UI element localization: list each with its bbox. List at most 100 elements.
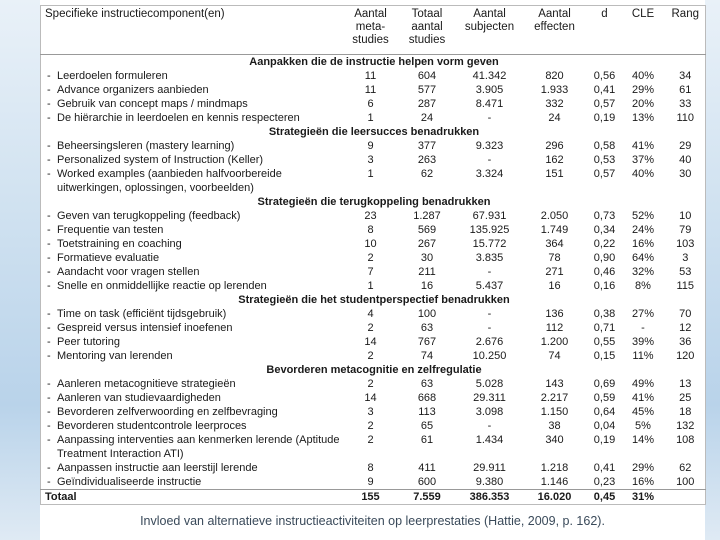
cell: 120 xyxy=(676,350,695,362)
cell: 62 xyxy=(679,462,692,474)
cell: 29 xyxy=(679,140,692,152)
cell: 40% xyxy=(631,70,655,82)
cell: 20% xyxy=(631,98,655,110)
cell: 0,19 xyxy=(593,112,616,124)
cell: 24 xyxy=(548,112,561,124)
cell: 16 xyxy=(548,280,561,292)
cell: 0,19 xyxy=(593,434,616,446)
cell: 10 xyxy=(679,210,692,222)
data-row: Leerdoelen formuleren 11 604 41.342 820 0,56 4… xyxy=(41,69,706,83)
cell: 5.028 xyxy=(475,378,504,390)
caption: Invloed van alternatieve instructieactiv… xyxy=(140,514,605,528)
section-title: Strategieën die leersucces benadrukken xyxy=(268,126,480,138)
cell: 2 xyxy=(367,434,374,446)
row-label: De hiërarchie in leerdoelen en kennis re… xyxy=(41,111,346,125)
cell: 0,55 xyxy=(593,336,616,348)
cell: 211 xyxy=(418,266,436,278)
row-label: Time on task (efficiënt tijdsgebruik) xyxy=(41,307,346,321)
cell: 600 xyxy=(417,476,437,488)
background-strip xyxy=(705,0,720,540)
cell: 1.150 xyxy=(540,406,569,418)
cell: 0,59 xyxy=(593,392,616,404)
row-label: Formatieve evaluatie xyxy=(41,251,346,265)
cell: 13 xyxy=(679,378,692,390)
cell: 2 xyxy=(367,350,374,362)
cell: 9.380 xyxy=(475,476,504,488)
row-label: Peer tutoring xyxy=(41,335,346,349)
cell: 3 xyxy=(367,154,374,166)
cell: 0,41 xyxy=(593,84,616,96)
cell: 1.933 xyxy=(540,84,569,96)
row-label: Frequentie van testen xyxy=(41,223,346,237)
cell: 11% xyxy=(632,350,654,362)
cell: 668 xyxy=(417,392,437,404)
cell: 271 xyxy=(545,266,564,278)
data-row: Gebruik van concept maps / mindmaps 6 287 8… xyxy=(41,97,706,111)
cell: 61 xyxy=(420,434,434,446)
data-row: Advance organizers aanbieden 11 577 3.905 1.… xyxy=(41,83,706,97)
section-row: Strategieën die leersucces benadrukken xyxy=(41,125,706,139)
cell: 37% xyxy=(631,154,655,166)
cell: 14 xyxy=(364,392,377,404)
cell: 287 xyxy=(417,98,437,110)
cell: 67.931 xyxy=(472,210,507,222)
data-row: Snelle en onmiddellijke reactie op leren… xyxy=(41,279,706,293)
data-row: Aanpassing interventies aan kenmerken le… xyxy=(41,433,706,461)
cell: 100 xyxy=(417,308,437,320)
cell: 9 xyxy=(367,476,374,488)
cell: 25 xyxy=(679,392,692,404)
cell: 65 xyxy=(420,420,434,432)
background-strip xyxy=(0,0,40,540)
cell: 49% xyxy=(631,378,655,390)
cell: 0,04 xyxy=(593,420,616,432)
header-cell: Specifieke instructiecomponent(en) xyxy=(40,5,346,55)
header-row: Specifieke instructiecomponent(en) Aantal… xyxy=(40,5,706,55)
total-cell: 16.020 xyxy=(520,489,589,505)
cell: 45% xyxy=(631,406,655,418)
cell: 296 xyxy=(545,140,564,152)
total-row: Totaal 155 7.559 386.353 16.020 0,45 31% xyxy=(40,489,706,505)
cell: 112 xyxy=(545,322,564,334)
cell: 29% xyxy=(631,462,655,474)
cell: 1.287 xyxy=(413,210,441,222)
cell: 52% xyxy=(631,210,655,222)
cell: 40 xyxy=(679,154,692,166)
section-title: Aanpakken die de instructie helpen vorm … xyxy=(249,56,499,68)
cell: - xyxy=(487,154,492,166)
row-label: Geven van terugkoppeling (feedback) xyxy=(41,209,346,223)
cell: 2.676 xyxy=(475,336,504,348)
cell: 103 xyxy=(676,238,695,250)
section-row: Bevorderen metacognitie en zelfregulatie xyxy=(41,363,706,377)
cell: - xyxy=(641,322,645,334)
cell: 11 xyxy=(364,70,377,82)
cell: 3.098 xyxy=(475,406,504,418)
cell: 23 xyxy=(364,210,377,222)
row-label: Geïndividualiseerde instructie xyxy=(41,475,346,490)
cell: 2 xyxy=(367,252,374,264)
cell: 143 xyxy=(545,378,564,390)
cell: 767 xyxy=(417,336,437,348)
cell: 1 xyxy=(367,168,374,180)
cell: - xyxy=(487,420,492,432)
cell: 78 xyxy=(548,252,561,264)
cell: 332 xyxy=(545,98,564,110)
cell: 0,69 xyxy=(593,378,616,390)
total-cell: 386.353 xyxy=(458,489,521,505)
row-label: Snelle en onmiddellijke reactie op leren… xyxy=(41,279,346,293)
cell: 74 xyxy=(548,350,561,362)
cell: 16 xyxy=(420,280,434,292)
cell: 24% xyxy=(631,224,655,236)
cell: 0,90 xyxy=(593,252,616,264)
data-row: De hiërarchie in leerdoelen en kennis re… xyxy=(41,111,706,125)
cell: 27% xyxy=(631,308,655,320)
cell: 74 xyxy=(420,350,434,362)
cell: 29.311 xyxy=(473,392,506,404)
cell: 9.323 xyxy=(475,140,504,152)
cell: 38 xyxy=(548,420,561,432)
cell: - xyxy=(487,266,492,278)
cell: 1 xyxy=(367,112,374,124)
cell: 12 xyxy=(679,322,692,334)
cell: 0,22 xyxy=(593,238,616,250)
cell: 29% xyxy=(631,84,655,96)
section-title: Strategieën die terugkoppeling benadrukk… xyxy=(257,196,491,208)
